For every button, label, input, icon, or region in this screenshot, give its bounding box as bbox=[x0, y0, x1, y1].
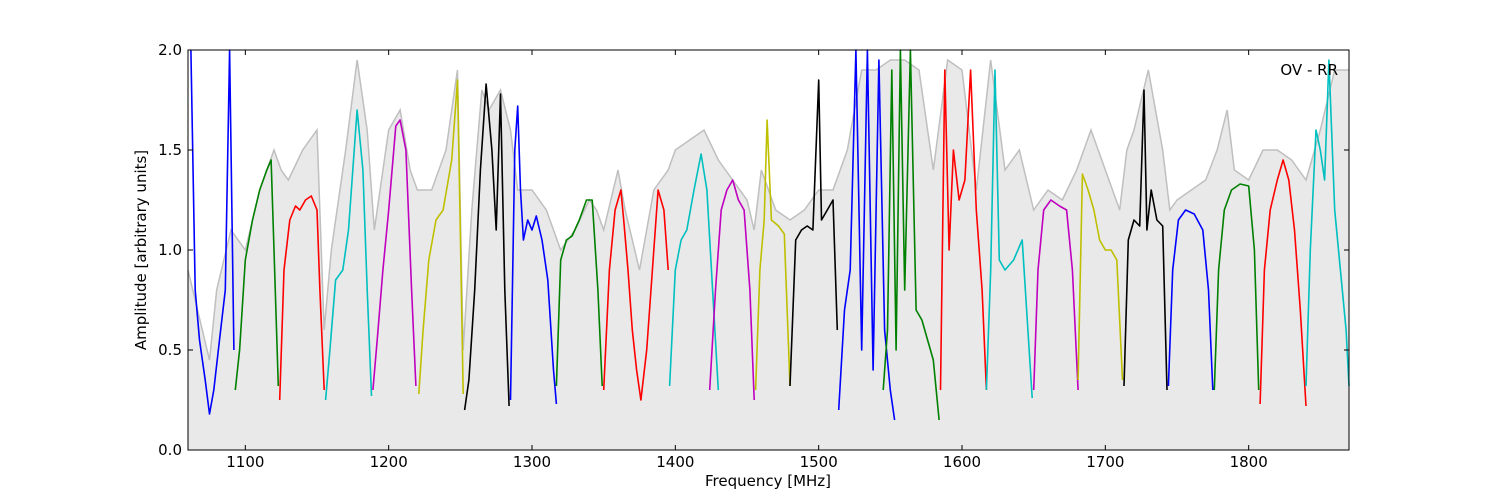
series-line-12 bbox=[708, 179, 755, 401]
x-tick-label: 1100 bbox=[226, 453, 264, 471]
y-tick-label: 0.0 bbox=[158, 441, 182, 459]
series-line-4 bbox=[324, 109, 373, 401]
series-line-18 bbox=[985, 69, 1033, 399]
series-line-6 bbox=[418, 79, 464, 395]
series-line-20 bbox=[1077, 173, 1124, 381]
series-line-2 bbox=[234, 159, 280, 391]
x-tick-label: 1800 bbox=[1230, 453, 1268, 471]
y-tick-label: 1.5 bbox=[158, 141, 182, 159]
series-line-3 bbox=[278, 195, 325, 401]
series-line-8 bbox=[509, 105, 558, 405]
series-line-24 bbox=[1259, 159, 1307, 407]
x-tick-label: 1300 bbox=[513, 453, 551, 471]
x-tick-label: 1400 bbox=[656, 453, 694, 471]
series-line-14 bbox=[789, 79, 839, 387]
series-line-21 bbox=[1123, 89, 1168, 391]
series-line-22 bbox=[1167, 209, 1214, 391]
series-line-25 bbox=[1305, 59, 1350, 387]
series-line-11 bbox=[668, 153, 720, 391]
y-tick-label: 0.5 bbox=[158, 341, 182, 359]
x-tick-label: 1500 bbox=[800, 453, 838, 471]
series-line-5 bbox=[372, 119, 417, 391]
chart-annotation: OV - RR bbox=[1280, 61, 1338, 79]
x-tick-label: 1200 bbox=[370, 453, 408, 471]
tick-layer: 1100 1200 1300 1400 1500 1600 1700 1800 0.0 0.5 1.… bbox=[158, 41, 1349, 471]
series-line-7 bbox=[463, 83, 510, 411]
x-tick-label: 1600 bbox=[943, 453, 981, 471]
y-tick-label: 2.0 bbox=[158, 41, 182, 59]
series-line-17 bbox=[939, 69, 988, 391]
envelope-line bbox=[187, 58, 1349, 361]
series-line-10 bbox=[602, 189, 669, 401]
series-line-1 bbox=[190, 49, 235, 415]
y-axis-label: Amplitude [arbitrary units] bbox=[132, 150, 150, 350]
y-tick-label: 1.0 bbox=[158, 241, 182, 259]
x-tick-label: 1700 bbox=[1086, 453, 1124, 471]
series-line-19 bbox=[1032, 199, 1079, 391]
envelope-area bbox=[188, 60, 1349, 450]
series-line-9 bbox=[555, 199, 603, 387]
series-line-16 bbox=[882, 49, 940, 421]
envelope-layer bbox=[187, 58, 1349, 450]
series-line-23 bbox=[1213, 183, 1260, 391]
x-axis-label: Frequency [MHz] bbox=[705, 472, 831, 490]
series-layer bbox=[190, 49, 1350, 421]
series-line-13 bbox=[754, 119, 791, 391]
